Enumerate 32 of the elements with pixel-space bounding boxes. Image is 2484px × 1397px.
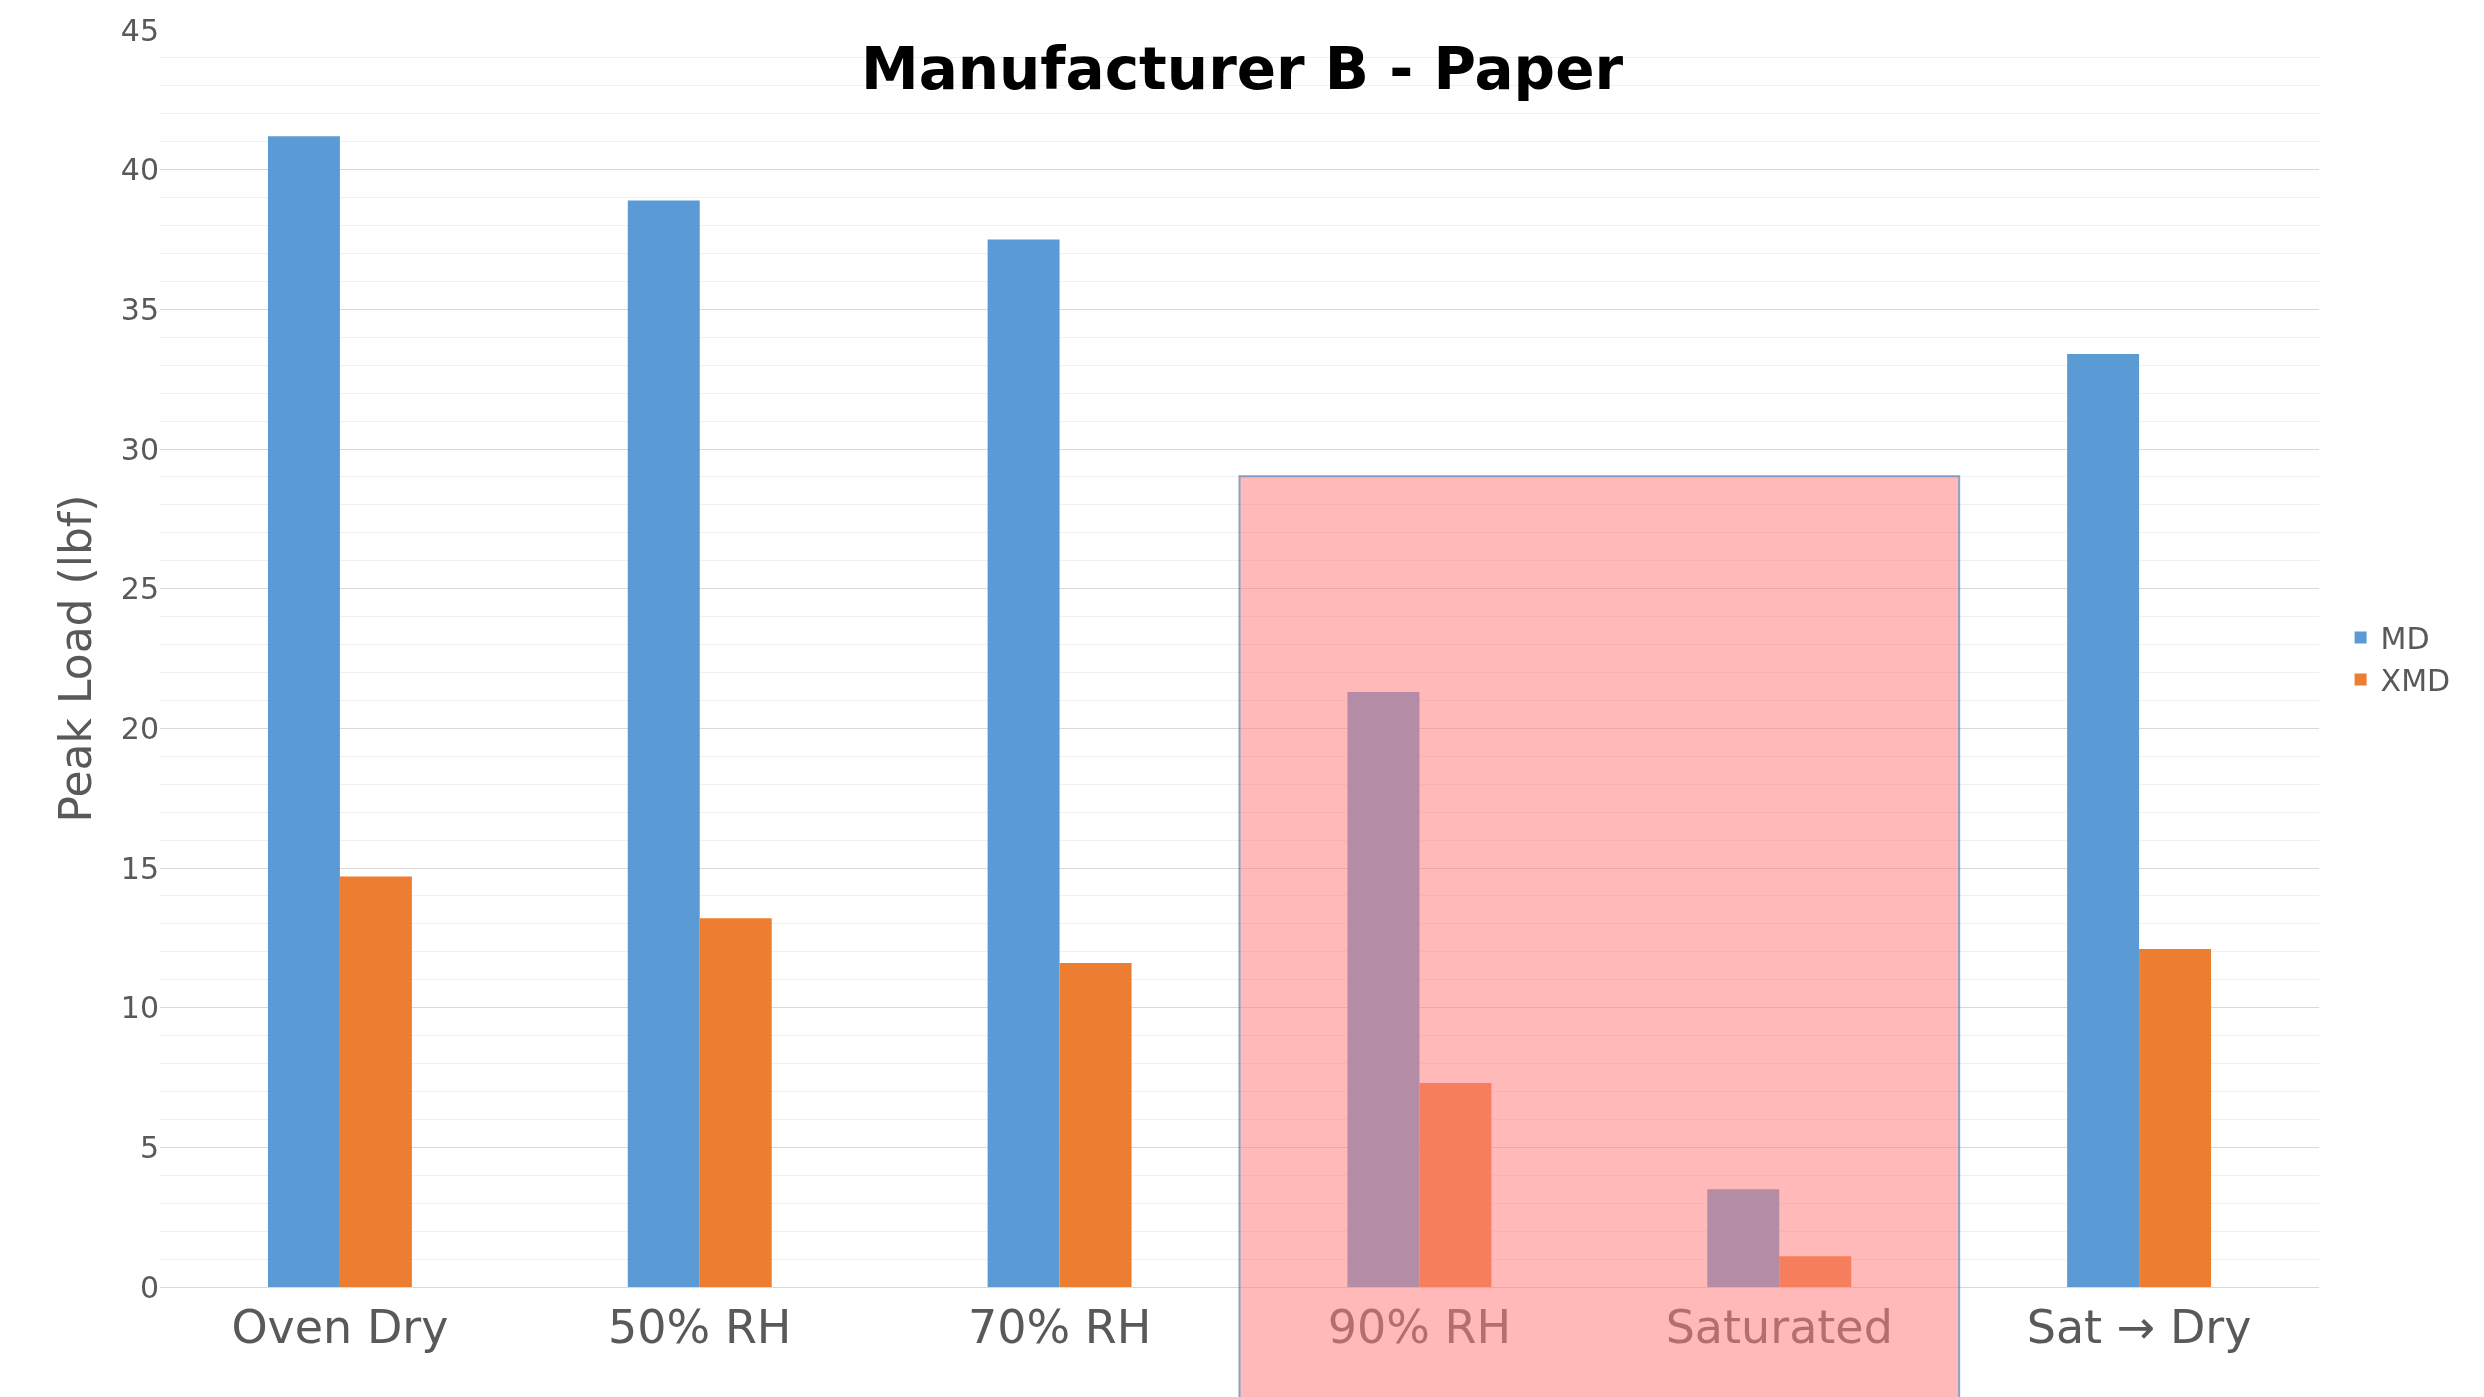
y-tick-label: 0 bbox=[139, 1269, 159, 1305]
legend-label: MD bbox=[2380, 621, 2430, 657]
y-tick-label: 40 bbox=[120, 152, 159, 188]
chart-title: Manufacturer B - Paper bbox=[860, 35, 1624, 104]
y-tick-label: 15 bbox=[120, 850, 159, 886]
x-tick-label: 90% RH bbox=[1327, 1300, 1512, 1355]
bar bbox=[339, 876, 412, 1287]
bar bbox=[699, 918, 772, 1287]
bar bbox=[627, 200, 700, 1287]
x-tick-label: 70% RH bbox=[967, 1300, 1152, 1355]
y-tick-label: 25 bbox=[120, 571, 159, 607]
bar bbox=[987, 239, 1060, 1287]
bar bbox=[1347, 692, 1420, 1287]
bar bbox=[1059, 962, 1132, 1287]
bar bbox=[1419, 1083, 1492, 1287]
legend-label: XMD bbox=[2380, 663, 2451, 699]
y-axis-title: Peak Load (lbf) bbox=[49, 494, 101, 823]
bar bbox=[267, 136, 340, 1287]
x-tick-label: Saturated bbox=[1665, 1300, 1893, 1355]
x-tick-label: 50% RH bbox=[608, 1300, 792, 1355]
bar bbox=[2067, 354, 2140, 1287]
bar bbox=[2139, 949, 2212, 1287]
x-tick-label: Oven Dry bbox=[231, 1300, 449, 1355]
y-tick-label: 35 bbox=[120, 291, 159, 327]
y-tick-label: 5 bbox=[139, 1129, 159, 1165]
y-tick-label: 10 bbox=[120, 990, 159, 1026]
bar bbox=[1707, 1189, 1780, 1287]
y-tick-label: 45 bbox=[120, 12, 159, 48]
bar bbox=[1779, 1256, 1852, 1287]
y-tick-label: 30 bbox=[120, 431, 159, 467]
y-tick-label: 20 bbox=[120, 710, 159, 746]
x-tick-label: Sat → Dry bbox=[2026, 1300, 2252, 1355]
